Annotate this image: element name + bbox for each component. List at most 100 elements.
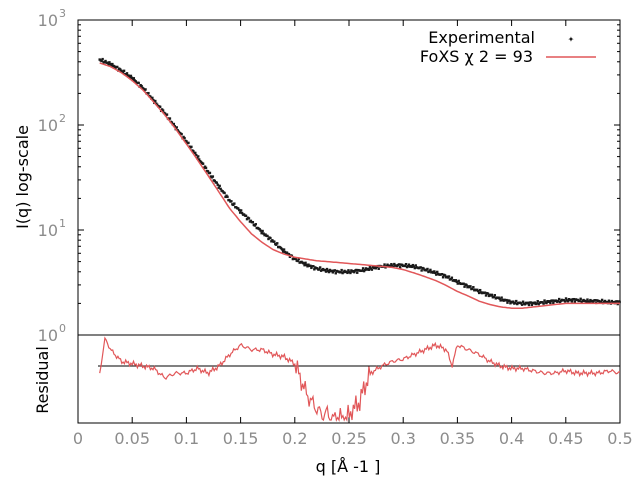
- experimental-point: [280, 248, 284, 251]
- experimental-point: [483, 291, 487, 294]
- experimental-point: [152, 98, 155, 102]
- experimental-point: [131, 78, 135, 82]
- experimental-point: [414, 264, 417, 267]
- experimental-point: [228, 198, 231, 202]
- x-tick-label: 0.4: [499, 429, 524, 448]
- experimental-point: [361, 267, 365, 270]
- experimental-point: [253, 224, 257, 227]
- experimental-point: [273, 240, 276, 243]
- experimental-point: [168, 117, 172, 120]
- experimental-point: [368, 266, 372, 269]
- residual-series: [99, 336, 621, 422]
- experimental-point: [412, 265, 416, 268]
- experimental-point: [109, 62, 112, 66]
- experimental-point: [197, 158, 201, 161]
- experimental-point: [371, 265, 375, 269]
- experimental-point: [566, 299, 570, 303]
- x-tick-label: 0: [73, 429, 83, 448]
- experimental-point: [281, 250, 285, 253]
- experimental-point: [259, 229, 262, 232]
- experimental-point: [129, 74, 133, 78]
- experimental-point: [529, 301, 533, 304]
- experimental-point: [230, 200, 233, 203]
- experimental-point: [440, 272, 444, 276]
- experimental-point: [226, 195, 229, 199]
- experimental-point: [578, 299, 581, 302]
- fit-curve: [99, 62, 620, 309]
- experimental-point: [254, 223, 257, 226]
- experimental-point: [383, 263, 386, 266]
- experimental-point: [428, 270, 431, 273]
- y-tick-exponent: 3: [59, 7, 66, 20]
- experimental-point: [306, 265, 309, 268]
- experimental-point: [557, 297, 561, 301]
- experimental-point: [514, 301, 517, 305]
- experimental-point: [374, 267, 377, 270]
- experimental-point: [397, 263, 401, 266]
- experimental-point: [389, 265, 392, 268]
- experimental-point: [476, 288, 479, 292]
- experimental-point: [218, 184, 221, 188]
- experimental-point: [151, 96, 154, 100]
- experimental-point: [118, 68, 122, 71]
- experimental-point: [204, 166, 208, 170]
- x-tick-label: 0.35: [440, 429, 476, 448]
- experimental-point: [275, 243, 278, 246]
- experimental-point: [116, 65, 119, 69]
- experimental-point: [436, 270, 439, 274]
- experimental-point: [327, 270, 331, 274]
- experimental-point: [551, 299, 554, 302]
- experimental-point: [471, 287, 474, 290]
- experimental-point: [392, 265, 395, 269]
- experimental-point: [276, 242, 279, 245]
- experimental-point: [543, 299, 546, 302]
- experimental-point: [323, 268, 327, 272]
- experimental-point: [586, 298, 589, 301]
- experimental-point: [267, 237, 270, 241]
- experimental-point: [370, 268, 374, 271]
- experimental-point: [331, 271, 335, 274]
- experimental-point: [545, 301, 548, 305]
- experimental-point: [393, 262, 396, 266]
- legend-marker-experimental: ✦: [568, 35, 575, 44]
- experimental-point: [258, 228, 261, 231]
- experimental-point: [552, 301, 555, 305]
- experimental-point: [435, 273, 438, 276]
- experimental-point: [425, 269, 428, 272]
- experimental-point: [238, 211, 242, 214]
- experimental-point: [563, 300, 567, 303]
- experimental-point: [422, 267, 425, 270]
- experimental-point: [356, 271, 359, 274]
- experimental-point: [478, 288, 482, 292]
- experimental-point: [498, 297, 501, 300]
- experimental-point: [443, 274, 447, 277]
- experimental-point: [127, 74, 131, 77]
- experimental-point: [260, 231, 263, 235]
- experimental-point: [107, 63, 110, 66]
- experimental-point: [307, 263, 310, 266]
- experimental-point: [334, 272, 337, 275]
- experimental-point: [128, 76, 132, 79]
- experimental-point: [564, 297, 568, 300]
- experimental-point: [170, 121, 174, 124]
- experimental-point: [185, 140, 188, 143]
- experimental-point: [603, 299, 607, 303]
- experimental-point: [216, 183, 219, 186]
- experimental-point: [477, 291, 481, 295]
- experimental-point: [363, 268, 367, 272]
- experimental-point: [172, 122, 176, 126]
- experimental-point: [156, 103, 159, 107]
- y-tick-exponent: 1: [59, 217, 66, 230]
- experimental-point: [282, 248, 286, 251]
- experimental-point: [456, 282, 459, 285]
- experimental-point: [486, 292, 490, 295]
- experimental-point: [217, 186, 220, 189]
- experimental-point: [333, 269, 336, 272]
- x-tick-label: 0.15: [223, 429, 259, 448]
- experimental-point: [411, 263, 415, 267]
- experimental-point: [324, 270, 328, 273]
- experimental-point: [108, 61, 111, 64]
- experimental-point: [508, 299, 511, 302]
- experimental-point: [347, 269, 350, 272]
